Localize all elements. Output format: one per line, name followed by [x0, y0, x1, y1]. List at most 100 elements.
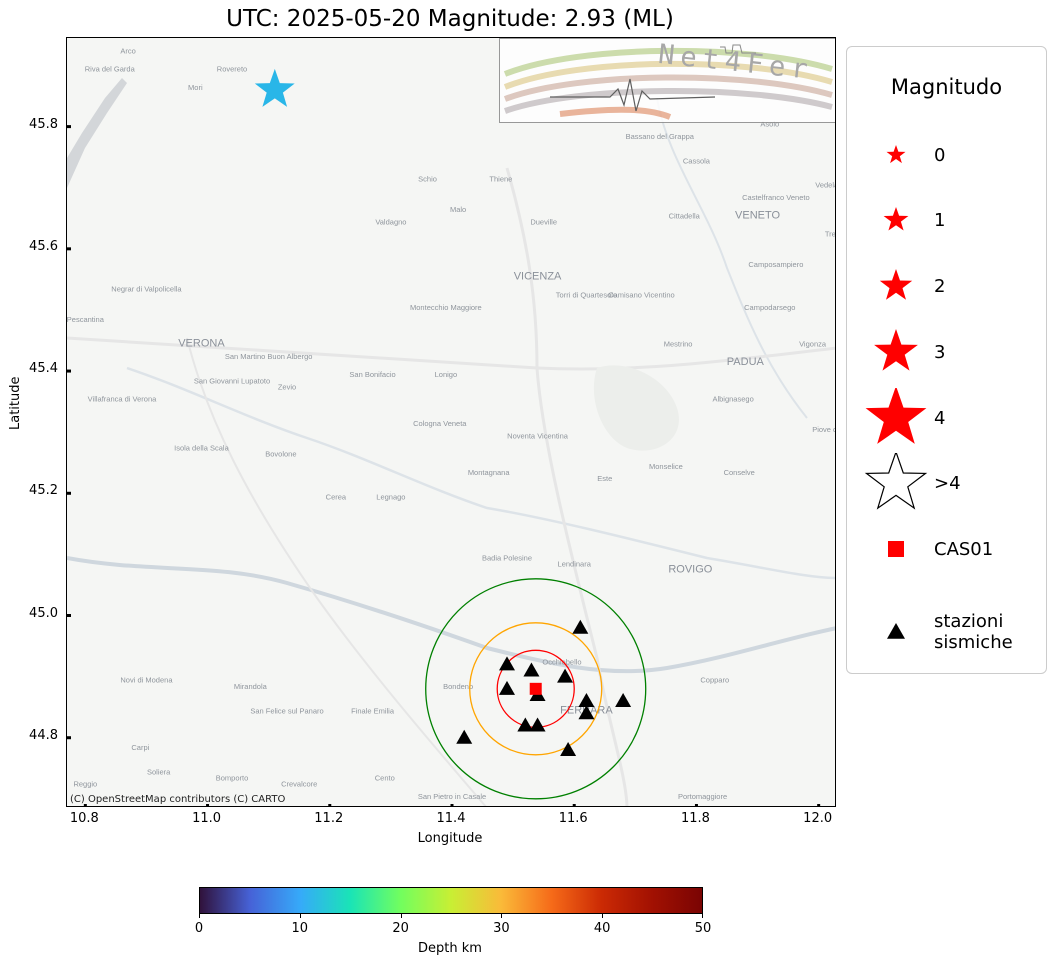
- stations-layer: [456, 619, 632, 756]
- legend-item: stazioni sismiche: [847, 602, 1047, 662]
- place-label: Thiene: [489, 175, 512, 184]
- place-label: Vigonza: [799, 340, 827, 349]
- seismic-station-marker[interactable]: [523, 662, 540, 677]
- place-label: Negrar di Valpolicella: [111, 285, 182, 294]
- place-label: San Pietro in Casale: [418, 792, 486, 801]
- y-tick-label: 45.4: [29, 361, 58, 377]
- place-label: Pescantina: [67, 315, 105, 324]
- legend-star-icon: [883, 207, 909, 231]
- legend-star-outline-icon: [864, 453, 928, 510]
- place-label: Lonigo: [435, 370, 458, 379]
- legend-item: CAS01: [847, 519, 1047, 579]
- place-label: Cologna Veneta: [413, 419, 467, 428]
- place-label: Carpi: [131, 743, 149, 752]
- basemap-layer: [67, 78, 835, 806]
- place-label: Portomaggiore: [678, 792, 727, 801]
- place-label: ROVIGO: [668, 564, 712, 576]
- y-tick-label: 45.2: [29, 483, 58, 499]
- colorbar-tick-label: 40: [593, 921, 611, 936]
- seismic-station-marker[interactable]: [499, 656, 515, 671]
- place-label: Copparo: [700, 676, 729, 685]
- legend-label: 3: [934, 341, 946, 363]
- legend-item: 4: [847, 388, 1047, 448]
- place-labels-layer: Arco Riva del Garda Rovereto Mori Schio Thien…: [67, 46, 836, 801]
- legend-item: >4: [847, 453, 1047, 513]
- place-label: San Martino Buon Albergo: [225, 352, 313, 361]
- legend-star-icon: [886, 145, 906, 164]
- seismic-station-marker[interactable]: [499, 680, 515, 695]
- seismic-station-marker[interactable]: [578, 693, 595, 708]
- colorbar-title: Depth km: [418, 941, 482, 956]
- y-tick-label: 45.0: [29, 605, 58, 621]
- seismic-station-marker[interactable]: [456, 729, 473, 744]
- place-label: Riva del Garda: [85, 65, 136, 74]
- legend-label: stazioni sismiche: [934, 611, 1013, 653]
- place-label: Montagnana: [468, 468, 511, 477]
- adige-river: [126, 366, 835, 580]
- place-label: Crevalcore: [281, 780, 317, 789]
- map-canvas: Arco Riva del Garda Rovereto Mori Schio Thien…: [67, 46, 836, 806]
- hills: [593, 365, 679, 451]
- colorbar-tick-mark: [199, 914, 200, 918]
- place-label: Vedelago: [815, 181, 836, 190]
- colorbar-tick-mark: [702, 914, 703, 918]
- legend-item: 0: [847, 125, 1047, 185]
- place-label: Bassano del Grappa: [626, 132, 695, 141]
- place-label: Reggio: [73, 780, 97, 789]
- place-label: Albignasego: [712, 395, 753, 404]
- place-label: Piove di Sacco: [812, 425, 836, 434]
- place-label: Occhiobello: [542, 657, 581, 666]
- legend-item: 3: [847, 322, 1047, 382]
- legend-star-icon: [874, 329, 918, 371]
- colorbar-tick-mark: [501, 914, 503, 918]
- x-tick-label: 12.0: [803, 811, 833, 826]
- legend-item: 2: [847, 256, 1047, 316]
- cas01-station-marker[interactable]: [529, 682, 542, 695]
- seismic-station-marker[interactable]: [529, 717, 546, 732]
- legend-label: >4: [934, 472, 961, 494]
- epicenter-star-marker[interactable]: [254, 68, 295, 107]
- legend-item: 1: [847, 190, 1047, 250]
- place-label: Dueville: [530, 217, 557, 226]
- x-tick-label: 11.8: [680, 811, 710, 826]
- place-label: Zevio: [278, 382, 296, 391]
- x-tick-label: 11.2: [314, 811, 344, 826]
- map-area[interactable]: Arco Riva del Garda Rovereto Mori Schio Thien…: [66, 37, 836, 807]
- place-label: Asolo: [760, 120, 779, 129]
- place-label: Conselve: [724, 468, 755, 477]
- place-label: Camposampiero: [748, 260, 803, 269]
- seismic-station-marker[interactable]: [615, 693, 632, 708]
- place-label: Lendinara: [558, 560, 592, 569]
- place-label: Bovolone: [265, 450, 296, 459]
- colorbar-tick-label: 20: [392, 921, 409, 936]
- place-label: Este: [597, 474, 612, 483]
- depth-colorbar: [199, 887, 703, 914]
- place-label: Cento: [375, 774, 395, 783]
- place-label: VENETO: [735, 209, 780, 221]
- legend-triangle-icon: [887, 623, 905, 639]
- place-label: Mestrino: [664, 340, 693, 349]
- legend-label: 4: [934, 407, 946, 429]
- legend-star-icon: [865, 388, 927, 444]
- place-label: Noventa Vicentina: [507, 431, 569, 440]
- x-tick-label: 10.8: [69, 811, 99, 826]
- seismic-station-marker[interactable]: [557, 668, 574, 683]
- markers-layer: [254, 68, 542, 695]
- place-label: Cittadella: [669, 211, 701, 220]
- place-label: PADUA: [727, 356, 765, 368]
- place-label: San Giovanni Lupatoto: [194, 376, 270, 385]
- place-label: San Bonifacio: [349, 370, 395, 379]
- seismic-station-marker[interactable]: [560, 741, 577, 756]
- seismic-station-marker[interactable]: [517, 717, 534, 732]
- place-label: Mori: [188, 83, 203, 92]
- legend-label: 2: [934, 275, 946, 297]
- distance-circle: [469, 622, 603, 756]
- axis-ticks-layer: [67, 125, 821, 806]
- seismic-station-marker[interactable]: [578, 705, 595, 720]
- place-label: Schio: [418, 175, 437, 184]
- place-label: VICENZA: [514, 270, 562, 282]
- road-3: [186, 337, 487, 806]
- place-label: Legnago: [376, 492, 405, 501]
- seismic-station-marker[interactable]: [572, 619, 589, 634]
- x-axis-title: Longitude: [417, 831, 483, 846]
